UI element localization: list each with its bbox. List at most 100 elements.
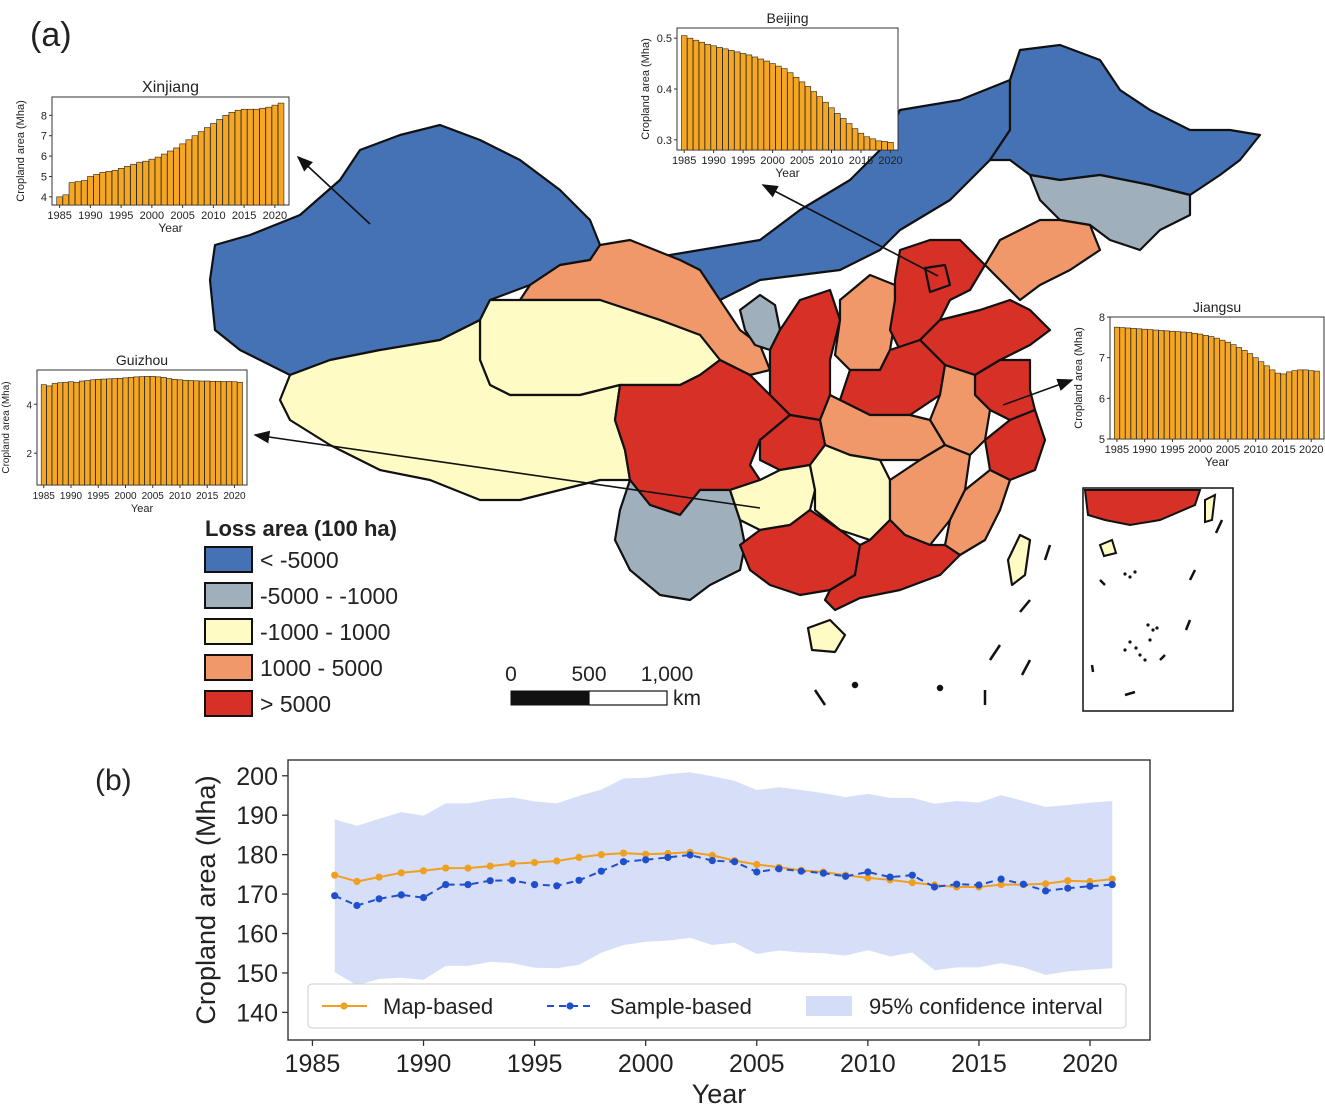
- x-tick-label: 2020: [1062, 1050, 1118, 1078]
- bar: [852, 128, 859, 151]
- x-tick-label: 2005: [1216, 444, 1240, 456]
- scale-unit: km: [673, 687, 701, 710]
- y-tick-label: 180: [236, 842, 278, 870]
- bar: [222, 115, 229, 206]
- legend-marker: [566, 1002, 574, 1010]
- data-point: [864, 874, 872, 882]
- y-tick-label: 7: [41, 131, 47, 143]
- bar: [781, 68, 788, 151]
- bar: [74, 181, 82, 206]
- data-point: [997, 875, 1005, 883]
- bar: [124, 165, 131, 206]
- bar: [166, 378, 173, 486]
- bar: [840, 118, 847, 151]
- x-tick-label: 2015: [196, 491, 219, 502]
- region-fujian: [943, 468, 1012, 557]
- bar-chart-beijing: Beijing 0.3 0.4 0.5 1985 1990 1995 2000 2005 2010…: [640, 10, 903, 180]
- arrow-beijing: [761, 184, 939, 277]
- x-tick-label: 1990: [396, 1050, 452, 1078]
- x-tick-label: 2010: [169, 491, 192, 502]
- x-tick-label: 1995: [109, 210, 133, 222]
- bar: [1197, 333, 1204, 440]
- legend-label-ci: 95% confidence interval: [869, 994, 1103, 1019]
- y-tick-label: 8: [41, 110, 47, 122]
- bar: [265, 106, 272, 206]
- scale-tick-500: 500: [571, 663, 606, 686]
- bar: [1163, 330, 1170, 440]
- x-tick-label: 2010: [1243, 444, 1267, 456]
- bar: [1286, 371, 1292, 440]
- bar: [793, 77, 800, 151]
- bar-chart-guizhou: Guizhou 2 4 1985 1990 1995 2000 2005 2010 2015 202…: [1, 352, 248, 515]
- bar: [757, 58, 764, 151]
- legend-label-map-based: Map-based: [383, 994, 493, 1019]
- data-point: [619, 849, 628, 857]
- bar: [231, 381, 238, 486]
- region-taiwan: [1006, 533, 1032, 587]
- x-tick-label: 1985: [47, 210, 71, 222]
- data-point: [331, 892, 339, 900]
- chart-title: Beijing: [766, 10, 808, 26]
- bar: [197, 131, 205, 206]
- bar: [185, 139, 193, 206]
- legend-box: [307, 983, 1127, 1029]
- bar: [1186, 332, 1193, 440]
- x-tick-label: 2015: [951, 1050, 1007, 1078]
- bar: [1152, 329, 1159, 440]
- bar: [745, 54, 753, 151]
- data-point: [908, 871, 916, 879]
- bar: [142, 160, 149, 206]
- y-tick-label: 5: [1099, 434, 1105, 446]
- data-point: [686, 851, 694, 859]
- data-point: [508, 876, 516, 884]
- legend-label: -5000 - -1000: [260, 583, 398, 609]
- data-point: [419, 894, 428, 902]
- x-tick-label: 2020: [1299, 444, 1323, 456]
- x-tick-label: 2000: [618, 1050, 674, 1078]
- x-tick-label: 2005: [170, 210, 194, 222]
- bar: [1219, 339, 1226, 440]
- bar: [209, 380, 216, 486]
- data-point: [375, 895, 383, 903]
- bar: [191, 135, 199, 206]
- bar: [87, 176, 94, 206]
- legend-swatch: [204, 654, 253, 681]
- scale-bar: 0 500 1,000 km: [505, 663, 701, 710]
- data-point: [775, 865, 783, 873]
- x-tick-label: 2000: [140, 210, 164, 222]
- bar: [1258, 361, 1265, 440]
- bar: [210, 123, 217, 206]
- data-point: [375, 873, 383, 881]
- sea-islands: [813, 544, 1052, 706]
- region-guangdong: [823, 518, 962, 612]
- bar: [769, 63, 776, 151]
- data-point: [864, 868, 872, 876]
- y-tick-label: 160: [236, 921, 278, 949]
- bar: [1302, 369, 1309, 440]
- data-point: [419, 867, 428, 875]
- data-point: [908, 879, 916, 887]
- bar: [234, 109, 242, 206]
- bar: [1136, 328, 1143, 440]
- y-axis-label: Cropland area (Mha): [1, 381, 12, 473]
- data-point: [464, 864, 472, 872]
- bar: [179, 143, 186, 206]
- panel-label-a: (a): [30, 16, 72, 54]
- bar: [226, 381, 232, 486]
- bar: [1308, 370, 1315, 440]
- bar: [228, 111, 236, 206]
- bar: [95, 378, 102, 486]
- line-chart-national: 140 150 160 170 180 190 200 1985 1990 1995 2000 200…: [191, 759, 1151, 1107]
- data-point: [553, 857, 561, 865]
- x-tick-label: 1995: [507, 1050, 563, 1078]
- bar: [177, 379, 183, 486]
- bar: [138, 376, 145, 486]
- data-point: [953, 880, 961, 888]
- bar: [79, 380, 85, 486]
- x-tick-label: 1985: [1105, 444, 1129, 456]
- bar: [62, 381, 69, 486]
- bar: [130, 163, 137, 206]
- data-point: [664, 853, 672, 862]
- bar: [81, 180, 88, 206]
